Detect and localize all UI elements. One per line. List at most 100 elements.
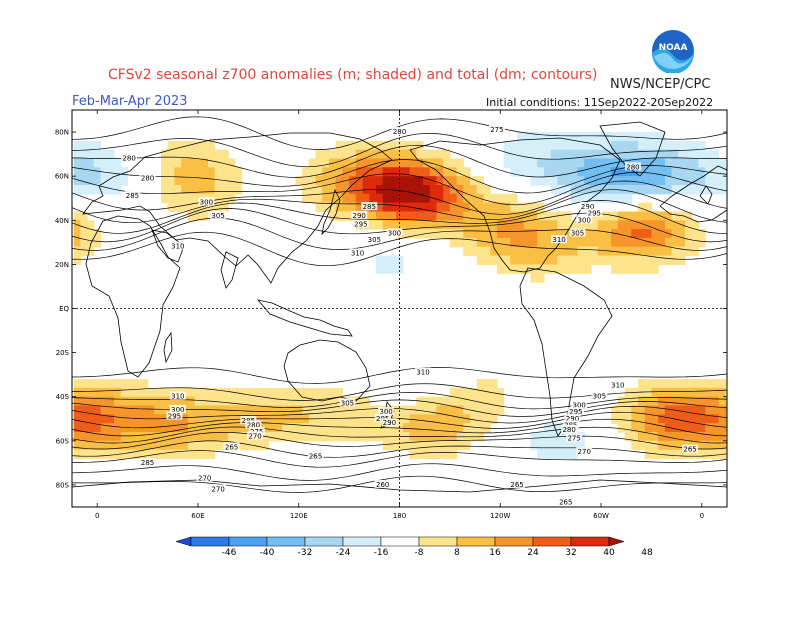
anomaly-cell <box>187 211 196 221</box>
anomaly-cell <box>87 176 95 186</box>
anomaly-cell <box>678 229 686 239</box>
anomaly-cell <box>503 237 511 248</box>
anomaly-cell <box>80 432 88 442</box>
anomaly-cell <box>275 405 283 415</box>
height-contour-line <box>72 383 727 401</box>
anomaly-cell <box>107 423 115 433</box>
anomaly-cell <box>691 149 699 160</box>
anomaly-cell <box>617 246 626 257</box>
anomaly-cell <box>140 432 149 442</box>
anomaly-cell <box>194 432 202 442</box>
anomaly-cell <box>248 396 256 407</box>
contour-label: 275 <box>567 435 580 443</box>
height-contour-line <box>72 189 727 224</box>
anomaly-cell <box>449 185 458 195</box>
anomaly-cell <box>550 149 558 160</box>
anomaly-cell <box>100 449 108 460</box>
anomaly-cell <box>107 432 115 442</box>
anomaly-cell <box>369 405 377 415</box>
anomaly-cell <box>315 176 323 186</box>
anomaly-cell <box>658 167 666 177</box>
anomaly-cell <box>577 255 585 265</box>
anomaly-cell <box>651 132 659 142</box>
anomaly-cell <box>517 220 525 230</box>
anomaly-cell <box>597 149 605 160</box>
anomaly-cell <box>664 432 673 442</box>
anomaly-cell <box>651 185 659 195</box>
anomaly-cell <box>685 229 693 239</box>
anomaly-cell <box>80 220 88 230</box>
anomaly-cell <box>174 396 182 407</box>
anomaly-cell <box>100 185 108 195</box>
anomaly-cell <box>174 149 182 160</box>
anomaly-cell <box>409 414 417 424</box>
anomaly-cell <box>591 237 599 248</box>
anomaly-cell <box>234 176 243 186</box>
anomaly-cell <box>147 440 155 451</box>
anomaly-cell <box>530 229 538 239</box>
contour-label: 295 <box>569 408 582 416</box>
anomaly-cell <box>315 396 323 407</box>
anomaly-cell <box>483 405 491 415</box>
coast-europe <box>659 165 727 223</box>
anomaly-cell <box>685 246 693 257</box>
anomaly-cell <box>295 423 303 433</box>
anomaly-cell <box>537 167 545 177</box>
anomaly-cell <box>617 211 626 221</box>
anomaly-cell <box>342 405 350 415</box>
anomaly-cell <box>228 432 236 442</box>
contour-label-bg <box>210 210 227 219</box>
colorbar-label: 24 <box>527 548 539 558</box>
anomaly-cell <box>517 237 525 248</box>
anomaly-cell <box>711 149 720 160</box>
anomaly-cell <box>658 432 666 442</box>
anomaly-cell <box>463 229 471 239</box>
anomaly-cell <box>221 396 229 407</box>
anomaly-cell <box>678 405 686 415</box>
anomaly-cell <box>483 202 491 212</box>
anomaly-cell <box>120 379 128 389</box>
anomaly-cell <box>416 449 424 460</box>
anomaly-cell <box>658 185 666 195</box>
anomaly-cell <box>409 440 417 451</box>
anomaly-cell <box>376 140 384 151</box>
anomaly-cell <box>174 185 182 195</box>
anomaly-cell <box>685 140 693 151</box>
anomaly-cell <box>80 396 88 407</box>
anomaly-cell <box>624 237 632 248</box>
anomaly-cell <box>685 414 693 424</box>
contour-label-bg <box>576 215 593 224</box>
anomaly-cell <box>302 432 310 442</box>
contour-label-bg <box>624 162 641 171</box>
anomaly-cell <box>638 211 646 221</box>
anomaly-cell <box>376 149 384 160</box>
anomaly-cell <box>577 132 585 142</box>
anomaly-cell <box>651 255 659 265</box>
anomaly-cell <box>107 405 115 415</box>
anomaly-cell <box>523 149 532 160</box>
anomaly-cell <box>194 387 202 398</box>
coast-madagascar <box>163 331 173 364</box>
anomaly-cell <box>685 220 693 230</box>
colorbar: -46 -40 -32 -24 -16 -8 8 16 24 32 40 48 <box>175 536 653 558</box>
anomaly-cell <box>631 432 639 442</box>
anomaly-cell <box>322 176 330 186</box>
contour-label: 305 <box>593 393 606 401</box>
anomaly-cell <box>443 185 451 195</box>
anomaly-cell <box>651 423 659 433</box>
contour-label: 265 <box>225 443 238 451</box>
anomaly-cell <box>530 140 538 151</box>
anomaly-cell <box>510 237 518 248</box>
anomaly-cell <box>537 432 545 442</box>
anomaly-cell <box>597 176 605 186</box>
anomaly-cell <box>523 158 532 168</box>
anomaly-cell <box>638 132 646 142</box>
contour-label-bg <box>374 413 391 422</box>
anomaly-cell <box>490 202 498 212</box>
anomaly-cell <box>543 423 552 433</box>
anomaly-cell <box>664 405 673 415</box>
anomaly-cell <box>308 176 317 186</box>
anomaly-cell <box>308 405 317 415</box>
anomaly-cell <box>93 414 102 424</box>
anomaly-cell <box>335 414 343 424</box>
